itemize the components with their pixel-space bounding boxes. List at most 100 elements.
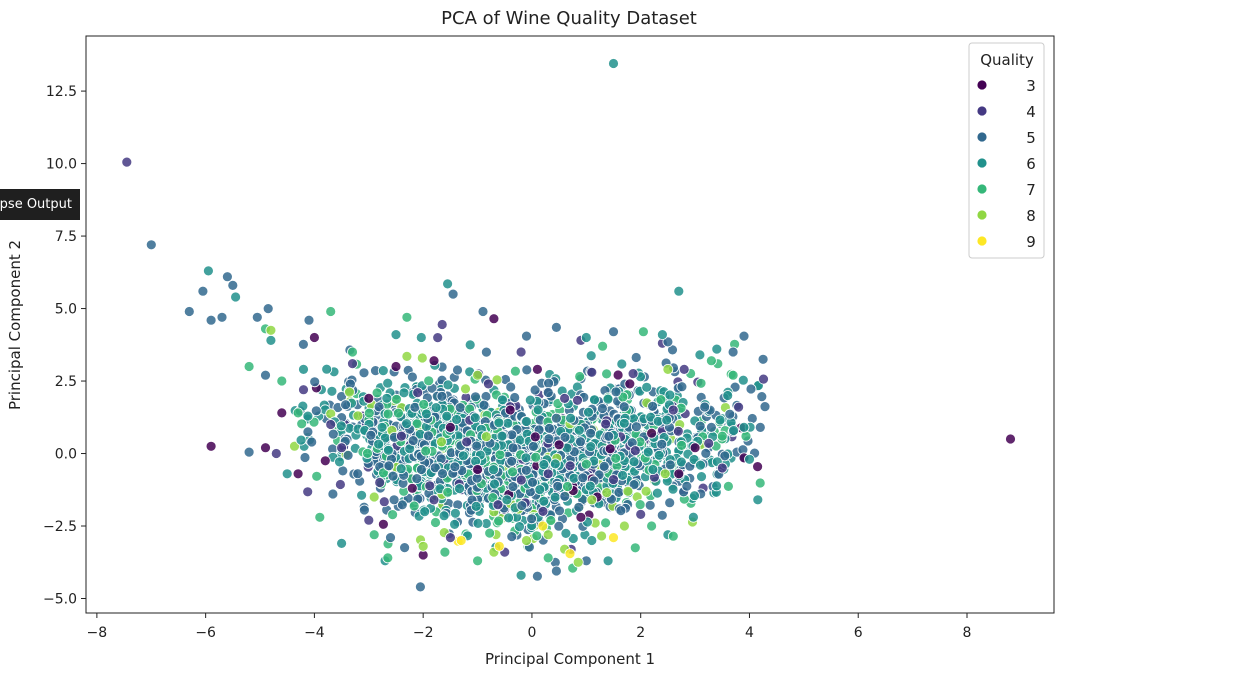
scatter-point-quality-4 — [515, 346, 527, 358]
scatter-point-quality-6 — [714, 414, 726, 426]
scatter-point-quality-6 — [470, 500, 482, 512]
scatter-point-quality-6 — [464, 339, 476, 351]
scatter-point-quality-6 — [489, 478, 500, 490]
scatter-point-quality-6 — [565, 412, 576, 424]
scatter-point-quality-5 — [358, 504, 370, 516]
scatter-point-quality-6 — [430, 402, 442, 414]
scatter-point-quality-7 — [706, 355, 717, 367]
scatter-point-quality-3 — [1005, 433, 1016, 445]
scatter-point-quality-4 — [678, 363, 690, 375]
scatter-point-quality-3 — [553, 439, 565, 451]
scatter-point-quality-5 — [597, 403, 608, 414]
scatter-point-quality-4 — [428, 494, 440, 506]
scatter-point-quality-6 — [652, 487, 663, 499]
scatter-point-quality-5 — [396, 499, 408, 511]
scatter-point-quality-3 — [752, 461, 763, 473]
scatter-point-quality-4 — [564, 460, 576, 472]
scatter-point-quality-4 — [733, 401, 744, 413]
scatter-point-quality-7 — [439, 546, 451, 558]
scatter-point-quality-5 — [757, 353, 769, 365]
scatter-point-quality-4 — [336, 442, 348, 454]
legend-marker-5 — [976, 131, 988, 143]
scatter-point-quality-9 — [493, 540, 505, 552]
scatter-point-quality-4 — [347, 358, 358, 370]
scatter-point-quality-7 — [292, 407, 304, 419]
scatter-point-quality-7 — [629, 542, 641, 554]
scatter-point-quality-5 — [436, 390, 448, 402]
scatter-point-quality-7 — [507, 466, 518, 478]
legend-marker-4 — [976, 105, 988, 117]
collapse-output-tooltip[interactable]: Collapse Output — [0, 189, 80, 220]
scatter-point-quality-3 — [292, 468, 304, 480]
scatter-point-quality-4 — [395, 430, 407, 442]
scatter-point-quality-5 — [183, 306, 195, 317]
scatter-point-quality-7 — [243, 361, 255, 372]
scatter-point-quality-8 — [521, 535, 532, 546]
x-tick-label: 2 — [636, 625, 645, 641]
scatter-point-quality-8 — [472, 369, 484, 381]
scatter-point-quality-7 — [325, 306, 337, 317]
scatter-point-quality-6 — [549, 491, 561, 503]
scatter-point-quality-5 — [664, 459, 676, 471]
scatter-point-quality-8 — [662, 363, 674, 375]
scatter-point-quality-7 — [542, 552, 554, 564]
scatter-point-quality-3 — [363, 392, 375, 404]
scatter-point-quality-5 — [415, 464, 427, 475]
scatter-point-quality-6 — [298, 363, 309, 375]
scatter-point-quality-5 — [647, 400, 658, 412]
scatter-point-quality-7 — [484, 527, 496, 539]
scatter-point-quality-6 — [438, 510, 450, 522]
scatter-point-quality-5 — [754, 421, 766, 433]
x-axis: −8 −6 −4 −2 0 2 4 6 8 — [87, 613, 971, 641]
scatter-point-quality-5 — [552, 480, 564, 492]
scatter-point-quality-6 — [356, 489, 368, 501]
scatter-point-quality-5 — [610, 386, 622, 398]
scatter-point-quality-5 — [529, 384, 541, 396]
scatter-point-quality-6 — [524, 394, 536, 406]
scatter-point-quality-6 — [617, 469, 628, 481]
scatter-point-quality-6 — [586, 535, 598, 546]
scatter-point-quality-6 — [390, 329, 402, 341]
scatter-point-quality-6 — [538, 495, 550, 507]
scatter-point-quality-6 — [520, 452, 532, 464]
scatter-point-quality-3 — [604, 443, 616, 455]
scatter-point-quality-5 — [452, 364, 463, 376]
scatter-point-quality-6 — [538, 459, 550, 470]
scatter-point-quality-6 — [419, 506, 431, 518]
scatter-point-quality-6 — [302, 410, 314, 422]
scatter-point-quality-6 — [573, 424, 585, 436]
points-layer — [121, 58, 1016, 593]
scatter-point-quality-8 — [460, 383, 471, 395]
scatter-point-quality-5 — [302, 426, 314, 438]
scatter-point-quality-5 — [724, 408, 736, 420]
scatter-point-quality-7 — [610, 452, 622, 464]
scatter-point-quality-6 — [326, 385, 338, 397]
scatter-point-quality-3 — [532, 363, 543, 375]
scatter-point-quality-5 — [337, 465, 349, 477]
scatter-point-quality-5 — [631, 421, 642, 433]
scatter-point-quality-7 — [646, 520, 657, 532]
scatter-point-quality-8 — [659, 468, 671, 480]
scatter-point-quality-7 — [638, 326, 649, 338]
scatter-point-quality-7 — [347, 346, 358, 358]
scatter-point-quality-6 — [580, 332, 592, 343]
scatter-point-quality-5 — [471, 440, 483, 452]
scatter-point-quality-6 — [641, 381, 653, 393]
scatter-point-quality-5 — [681, 480, 693, 492]
scatter-point-quality-6 — [496, 430, 508, 442]
scatter-point-quality-7 — [420, 445, 432, 457]
scatter-point-quality-6 — [335, 420, 347, 432]
scatter-point-quality-8 — [542, 529, 554, 541]
scatter-point-quality-6 — [401, 418, 413, 430]
scatter-point-quality-6 — [695, 459, 706, 471]
scatter-point-quality-4 — [298, 384, 309, 396]
scatter-point-quality-6 — [711, 343, 723, 355]
scatter-point-quality-7 — [311, 470, 323, 482]
scatter-point-quality-4 — [325, 419, 337, 430]
y-axis: −5.0 −2.5 0.0 2.5 5.0 7.5 10.0 12.5 — [43, 84, 86, 608]
scatter-point-quality-6 — [673, 285, 685, 297]
scatter-point-quality-5 — [542, 387, 554, 398]
scatter-point-quality-6 — [454, 483, 465, 495]
scatter-point-quality-4 — [424, 480, 436, 492]
scatter-point-quality-8 — [289, 440, 300, 452]
